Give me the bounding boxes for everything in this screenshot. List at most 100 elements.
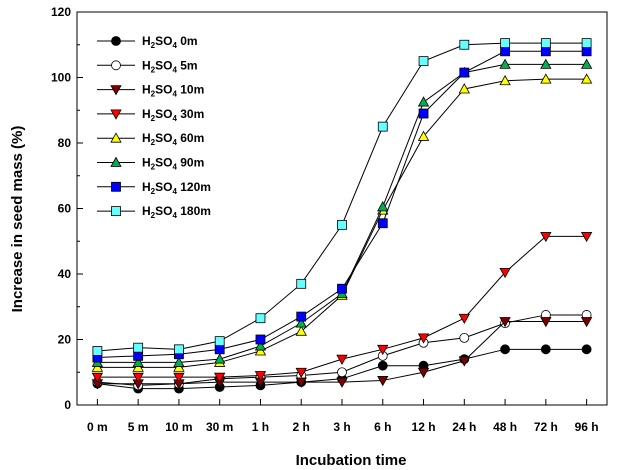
series-2 — [91, 317, 593, 390]
data-point — [214, 344, 225, 355]
data-point — [377, 218, 388, 229]
data-point — [133, 350, 144, 361]
data-point — [377, 344, 389, 356]
data-point — [295, 377, 307, 388]
legend-label: H2SO4 60m — [142, 131, 204, 147]
legend-label: H2SO4 10m — [142, 83, 204, 99]
data-point — [500, 46, 510, 57]
legend-label-part: SO — [155, 83, 172, 97]
data-point — [459, 39, 470, 50]
data-point — [337, 283, 347, 294]
data-point — [540, 46, 551, 57]
data-point — [214, 372, 226, 383]
data-point — [132, 372, 144, 383]
data-point — [499, 267, 511, 279]
data-point — [540, 231, 552, 243]
data-point — [254, 345, 267, 356]
legend-label: H2SO4 180m — [142, 204, 211, 220]
legend-label-part: 120m — [177, 180, 211, 194]
data-point — [417, 367, 430, 379]
y-tick-label: 20 — [58, 333, 72, 347]
data-point — [255, 334, 266, 345]
legend-label-part: H — [142, 58, 151, 72]
legend-label-part: SO — [155, 204, 172, 218]
data-point — [540, 344, 551, 355]
x-tick-label: 30 m — [206, 420, 233, 434]
data-point — [580, 73, 593, 84]
series-7 — [92, 38, 592, 356]
data-point — [581, 344, 592, 355]
data-point — [336, 377, 348, 388]
data-point — [214, 336, 225, 347]
data-point — [337, 367, 347, 378]
legend-marker — [110, 156, 122, 167]
data-point — [377, 121, 388, 132]
data-point — [580, 58, 593, 69]
data-point — [580, 317, 593, 328]
legend-marker — [111, 181, 121, 192]
x-axis-title: Incubation time — [296, 452, 407, 469]
legend-marker — [110, 85, 122, 96]
data-point — [254, 371, 267, 382]
legend-label-part: 60m — [177, 131, 204, 145]
data-point — [580, 231, 593, 243]
data-point — [500, 344, 510, 355]
data-point — [540, 58, 552, 69]
legend-item: H2SO4 180m — [97, 204, 211, 220]
y-tick-label: 120 — [51, 5, 71, 19]
series-5 — [91, 58, 593, 367]
legend-label-part: 2 — [151, 114, 156, 123]
legend-label-part: SO — [155, 156, 172, 170]
x-tick-label: 24 h — [452, 420, 476, 434]
data-point — [581, 38, 592, 49]
data-point — [255, 313, 266, 324]
legend-label-part: 2 — [151, 65, 156, 74]
data-point — [499, 74, 511, 86]
data-point — [132, 356, 144, 367]
data-point — [173, 372, 185, 383]
legend-label-part: 4 — [172, 65, 177, 74]
data-point — [336, 354, 348, 365]
data-point — [581, 46, 592, 57]
legend-item: H2SO4 120m — [97, 180, 211, 196]
x-tick-label: 6 h — [374, 420, 391, 434]
legend-label-part: 4 — [172, 163, 177, 172]
series-3 — [91, 231, 593, 383]
legend-label-part: 30m — [177, 107, 204, 121]
data-point — [540, 73, 552, 84]
data-point — [254, 340, 267, 351]
legend-label-part: 2 — [151, 187, 156, 196]
data-point — [133, 342, 144, 353]
data-point — [540, 317, 552, 328]
legend-marker — [111, 60, 121, 71]
legend-label-part: 4 — [172, 114, 177, 123]
legend-label-part: SO — [155, 180, 172, 194]
y-tick-label: 80 — [58, 136, 72, 150]
legend-label-part: 4 — [172, 90, 177, 99]
legend-label-part: SO — [155, 34, 172, 48]
legend-label-part: H — [142, 34, 151, 48]
legend-item: H2SO4 30m — [97, 107, 204, 123]
legend-item: H2SO4 0m — [97, 34, 198, 50]
y-axis-title: Increase in seed mass (%) — [9, 126, 26, 313]
data-point — [295, 325, 307, 336]
legend-label-part: 2 — [151, 211, 156, 220]
data-point — [91, 361, 104, 372]
x-tick-label: 72 h — [534, 420, 558, 434]
legend-label-part: H — [142, 180, 151, 194]
legend-item: H2SO4 10m — [97, 83, 204, 99]
legend-label-part: 2 — [151, 138, 156, 147]
legend-label: H2SO4 0m — [142, 34, 198, 50]
data-point — [540, 38, 551, 49]
data-point — [296, 278, 307, 289]
data-point — [295, 367, 307, 379]
legend-label-part: 2 — [151, 163, 156, 172]
data-point — [418, 108, 429, 119]
data-point — [459, 332, 470, 343]
legend-label-part: H — [142, 83, 151, 97]
legend-label-part: 5m — [177, 58, 198, 72]
legend-label: H2SO4 30m — [142, 107, 204, 123]
legend-label-part: 4 — [172, 211, 177, 220]
